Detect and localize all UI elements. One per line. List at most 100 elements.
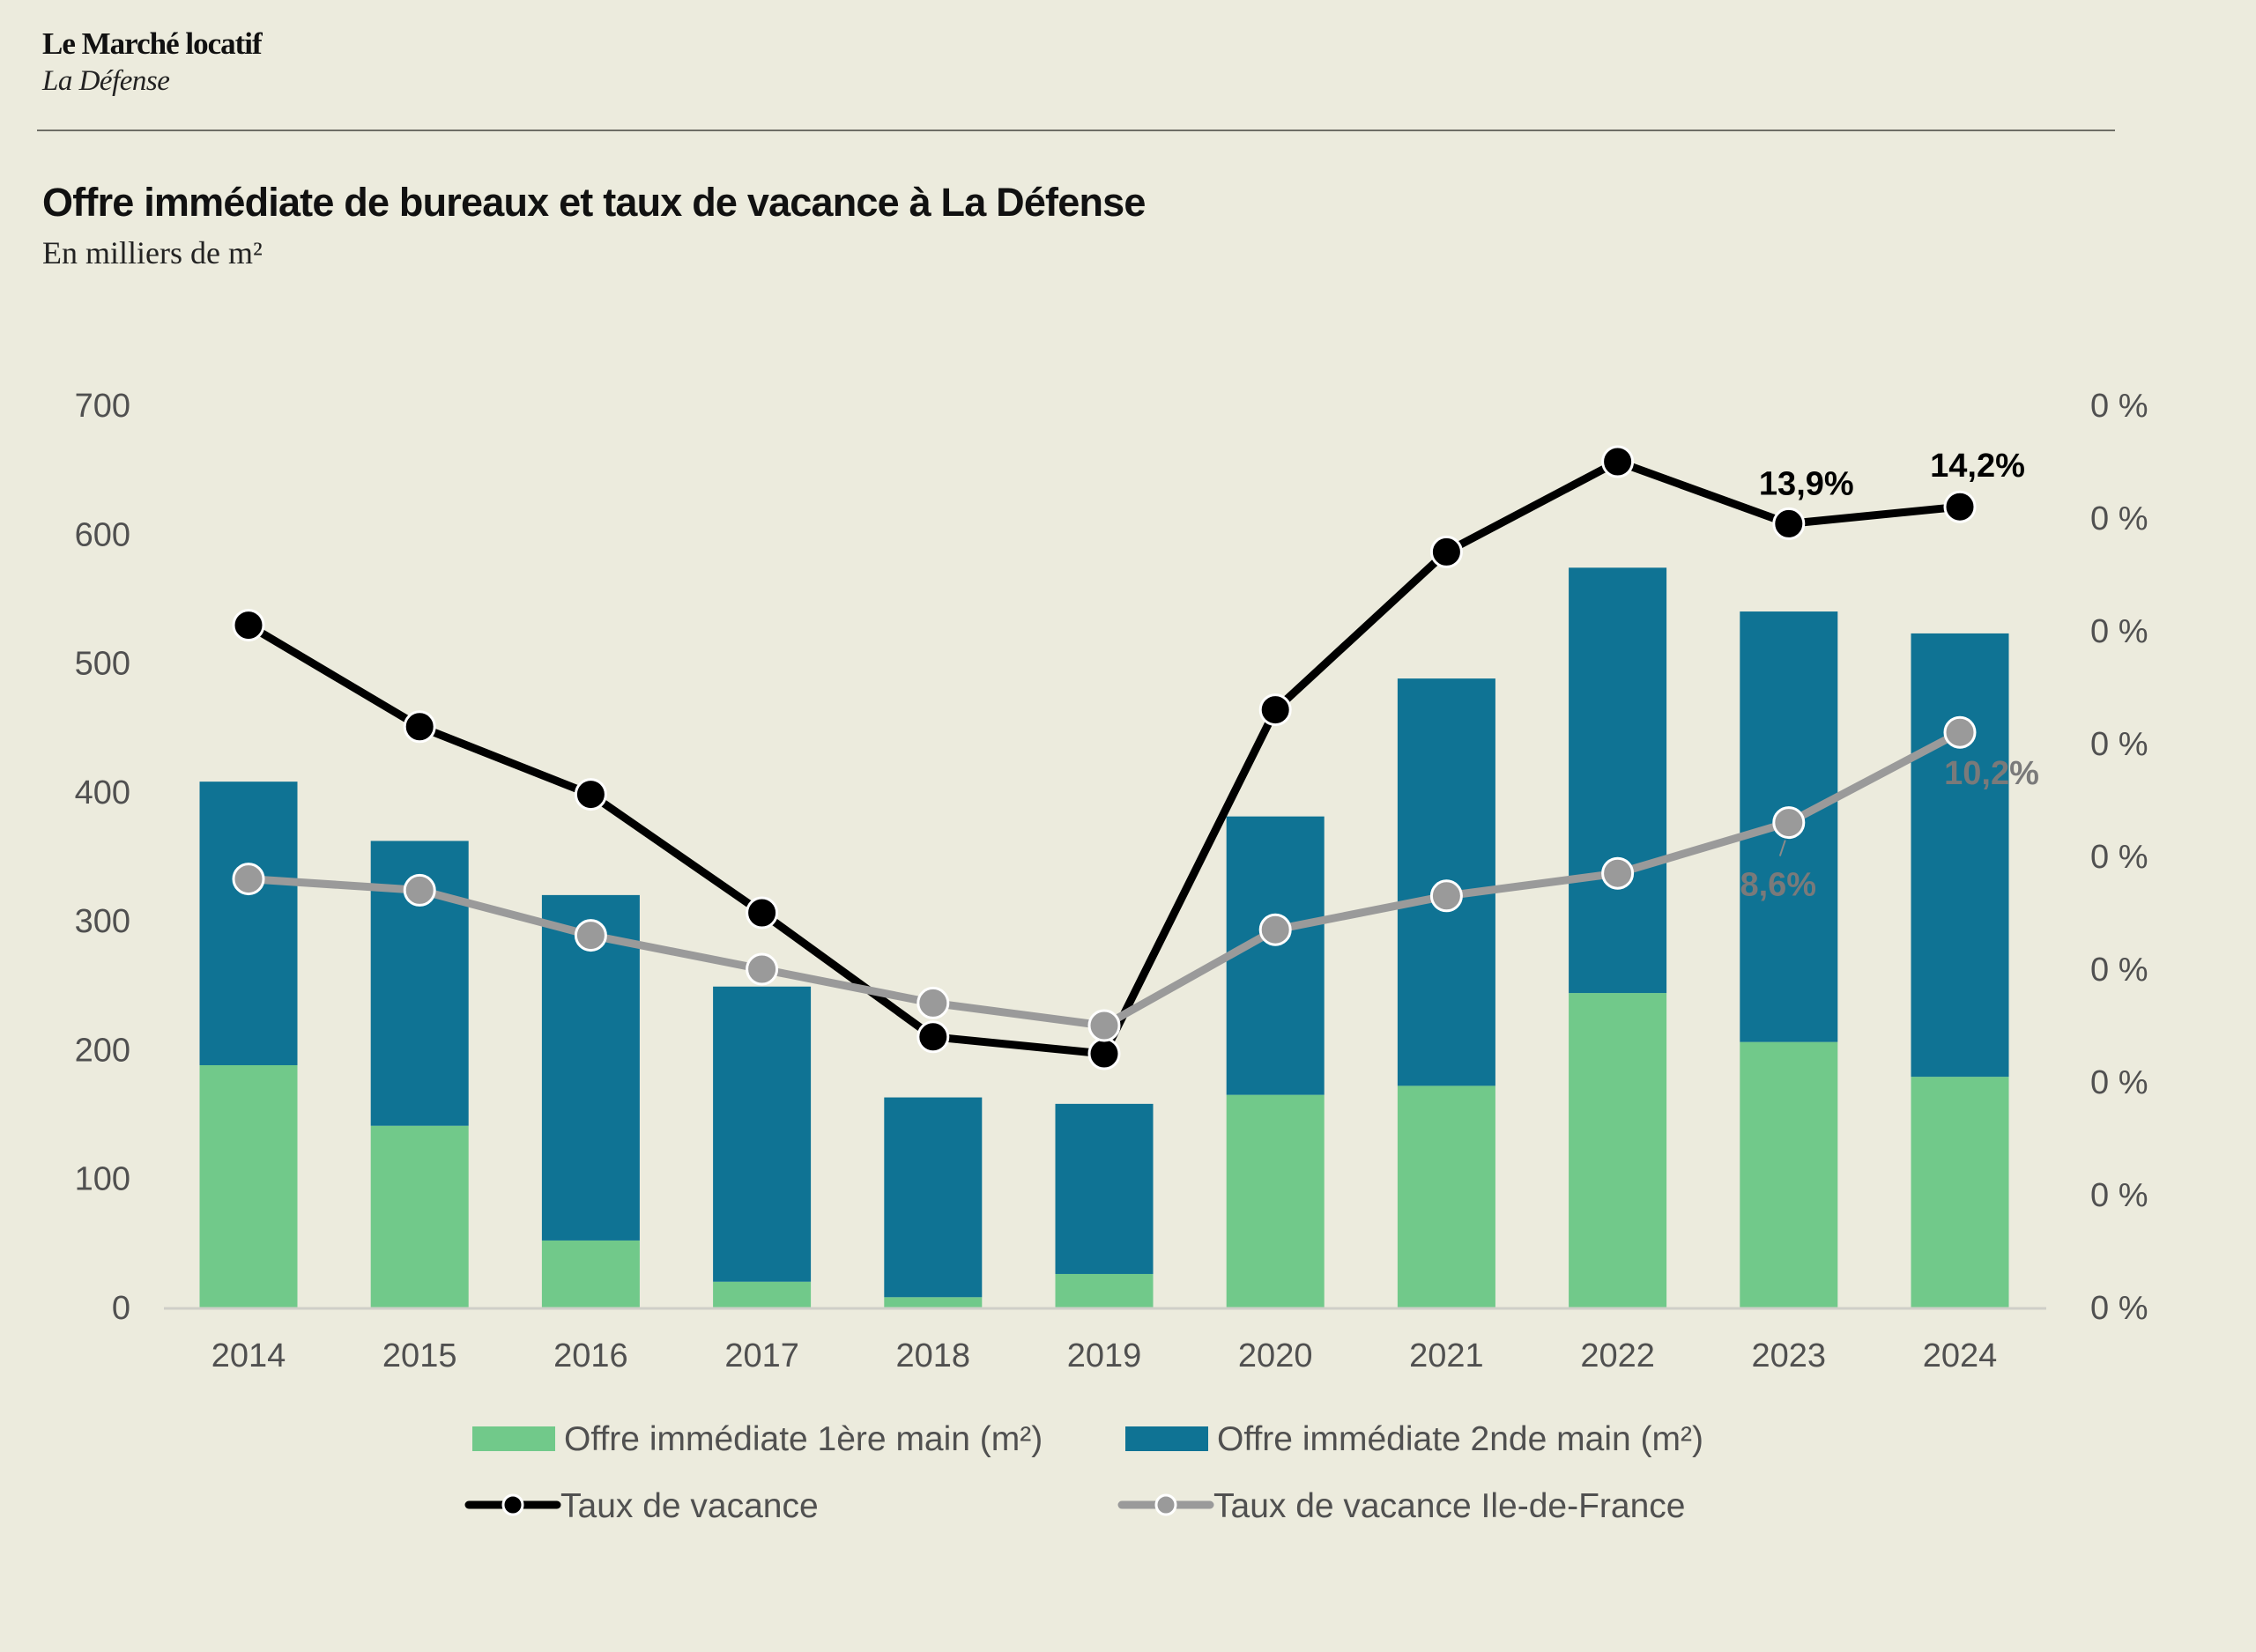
legend-marker bbox=[1154, 1493, 1177, 1516]
x-tick-label: 2015 bbox=[382, 1337, 457, 1374]
y-right-tick-label: 0 % bbox=[2090, 613, 2148, 650]
data-label-vacancy-idf: 8,6% bbox=[1740, 867, 1816, 904]
brand-title: Le Marché locatif bbox=[42, 26, 263, 61]
x-tick-label: 2023 bbox=[1752, 1337, 1827, 1374]
y-left-tick-label: 400 bbox=[75, 774, 130, 811]
y-left-tick-label: 500 bbox=[75, 646, 130, 683]
line-vacancy bbox=[246, 457, 1961, 1058]
bar-first-hand bbox=[1055, 1273, 1154, 1308]
y-left-tick-label: 700 bbox=[75, 388, 130, 425]
y-right-tick-label: 0 % bbox=[2090, 839, 2148, 876]
point-vacancy-idf bbox=[1429, 879, 1463, 913]
point-vacancy bbox=[1258, 693, 1292, 727]
point-vacancy-idf bbox=[403, 873, 436, 907]
point-vacancy bbox=[1087, 1037, 1121, 1070]
x-tick-label: 2024 bbox=[1923, 1337, 1998, 1374]
bar-first-hand bbox=[1911, 1077, 2009, 1308]
legend-swatch bbox=[1125, 1426, 1208, 1451]
bar-second-hand bbox=[884, 1097, 983, 1298]
y-right-tick-label: 0 % bbox=[2090, 726, 2148, 763]
lines bbox=[232, 445, 1977, 1070]
data-label-vacancy-idf: 10,2% bbox=[1944, 755, 2039, 792]
chart-title: Offre immédiate de bureaux et taux de va… bbox=[42, 180, 1146, 225]
legend-first-hand: Offre immédiate 1ère main (m²) bbox=[472, 1420, 1043, 1458]
y-left-tick-label: 100 bbox=[75, 1161, 130, 1198]
y-left-tick-label: 200 bbox=[75, 1032, 130, 1069]
y-right-tick-label: 0 % bbox=[2090, 1177, 2148, 1214]
x-tick-label: 2022 bbox=[1580, 1337, 1655, 1374]
annotations: 13,9% 14,2% 8,6% 10,2% bbox=[1740, 448, 2038, 903]
legend-label: Taux de vacance bbox=[560, 1487, 819, 1525]
bars bbox=[199, 567, 2009, 1308]
chart-subtitle: En milliers de m² bbox=[42, 235, 263, 270]
bar-first-hand bbox=[1397, 1085, 1495, 1308]
legend-second-hand: Offre immédiate 2nde main (m²) bbox=[1125, 1420, 1703, 1458]
y-right-tick-label: 0 % bbox=[2090, 952, 2148, 989]
bar-second-hand bbox=[1569, 567, 1667, 994]
data-label-leader bbox=[1778, 840, 1786, 856]
y-left-tick-label: 600 bbox=[75, 516, 130, 553]
point-vacancy bbox=[916, 1020, 950, 1054]
legend-swatch bbox=[472, 1426, 555, 1451]
line-vacancy-idf bbox=[248, 729, 1963, 1030]
data-label-vacancy: 14,2% bbox=[1930, 448, 2025, 485]
y-right-tick-label: 0 % bbox=[2090, 1290, 2148, 1327]
data-label-vacancy: 13,9% bbox=[1759, 465, 1854, 502]
bar-first-hand bbox=[1569, 993, 1667, 1308]
bar-second-hand bbox=[541, 894, 640, 1241]
point-vacancy-idf bbox=[1258, 913, 1292, 946]
point-vacancy bbox=[403, 710, 436, 744]
point-vacancy-idf bbox=[1943, 715, 1977, 749]
point-vacancy-idf bbox=[574, 919, 607, 952]
legend-label: Taux de vacance Ile-de-France bbox=[1213, 1487, 1685, 1525]
y-axis-right: 0 % 0 % 0 % 0 % 0 % 0 % 0 % 0 % 0 % bbox=[2090, 388, 2148, 1327]
point-vacancy-idf bbox=[1601, 856, 1635, 890]
bar-second-hand bbox=[1055, 1103, 1154, 1274]
x-tick-label: 2021 bbox=[1409, 1337, 1484, 1374]
x-tick-label: 2014 bbox=[212, 1337, 286, 1374]
header-divider bbox=[37, 130, 2115, 131]
point-vacancy-idf bbox=[1087, 1009, 1121, 1042]
point-vacancy bbox=[746, 896, 779, 930]
legend: Offre immédiate 1ère main (m²) Offre immé… bbox=[464, 1420, 1703, 1525]
bar-first-hand bbox=[370, 1125, 469, 1308]
x-tick-label: 2018 bbox=[896, 1337, 971, 1374]
bar-first-hand bbox=[1226, 1094, 1325, 1308]
bar-first-hand bbox=[1740, 1041, 1838, 1308]
legend-marker bbox=[501, 1493, 524, 1516]
x-tick-label: 2019 bbox=[1067, 1337, 1142, 1374]
legend-vacancy-idf: Taux de vacance Ile-de-France bbox=[1117, 1487, 1685, 1525]
x-axis: 2014 2015 2016 2017 2018 2019 2020 2021 2022 2023… bbox=[212, 1337, 1998, 1374]
y-right-tick-label: 0 % bbox=[2090, 500, 2148, 537]
point-vacancy bbox=[574, 778, 607, 811]
point-vacancy bbox=[1772, 507, 1806, 540]
y-left-tick-label: 300 bbox=[75, 903, 130, 940]
brand-location: La Défense bbox=[42, 65, 170, 97]
point-vacancy-idf bbox=[916, 986, 950, 1019]
legend-label: Offre immédiate 2nde main (m²) bbox=[1217, 1420, 1703, 1458]
bar-first-hand bbox=[713, 1281, 812, 1308]
legend-vacancy: Taux de vacance bbox=[464, 1487, 819, 1525]
bar-second-hand bbox=[199, 782, 298, 1065]
bar-first-hand bbox=[199, 1064, 298, 1308]
point-vacancy-idf bbox=[1772, 806, 1806, 840]
x-tick-label: 2017 bbox=[724, 1337, 799, 1374]
legend-label: Offre immédiate 1ère main (m²) bbox=[564, 1420, 1043, 1458]
x-tick-label: 2020 bbox=[1238, 1337, 1313, 1374]
point-vacancy bbox=[1429, 535, 1463, 568]
point-vacancy bbox=[232, 609, 265, 642]
y-left-tick-label: 0 bbox=[112, 1290, 130, 1327]
bar-first-hand bbox=[884, 1297, 983, 1308]
y-right-tick-label: 0 % bbox=[2090, 388, 2148, 425]
y-axis-left: 0 100 200 300 400 500 600 700 bbox=[75, 388, 130, 1327]
bar-first-hand bbox=[541, 1240, 640, 1308]
bar-second-hand bbox=[1226, 816, 1325, 1095]
y-right-tick-label: 0 % bbox=[2090, 1064, 2148, 1101]
point-vacancy bbox=[1601, 445, 1635, 478]
bar-second-hand bbox=[713, 986, 812, 1282]
x-tick-label: 2016 bbox=[553, 1337, 628, 1374]
point-vacancy-idf bbox=[746, 952, 779, 986]
bar-second-hand bbox=[1911, 633, 2009, 1078]
point-vacancy bbox=[1943, 490, 1977, 523]
